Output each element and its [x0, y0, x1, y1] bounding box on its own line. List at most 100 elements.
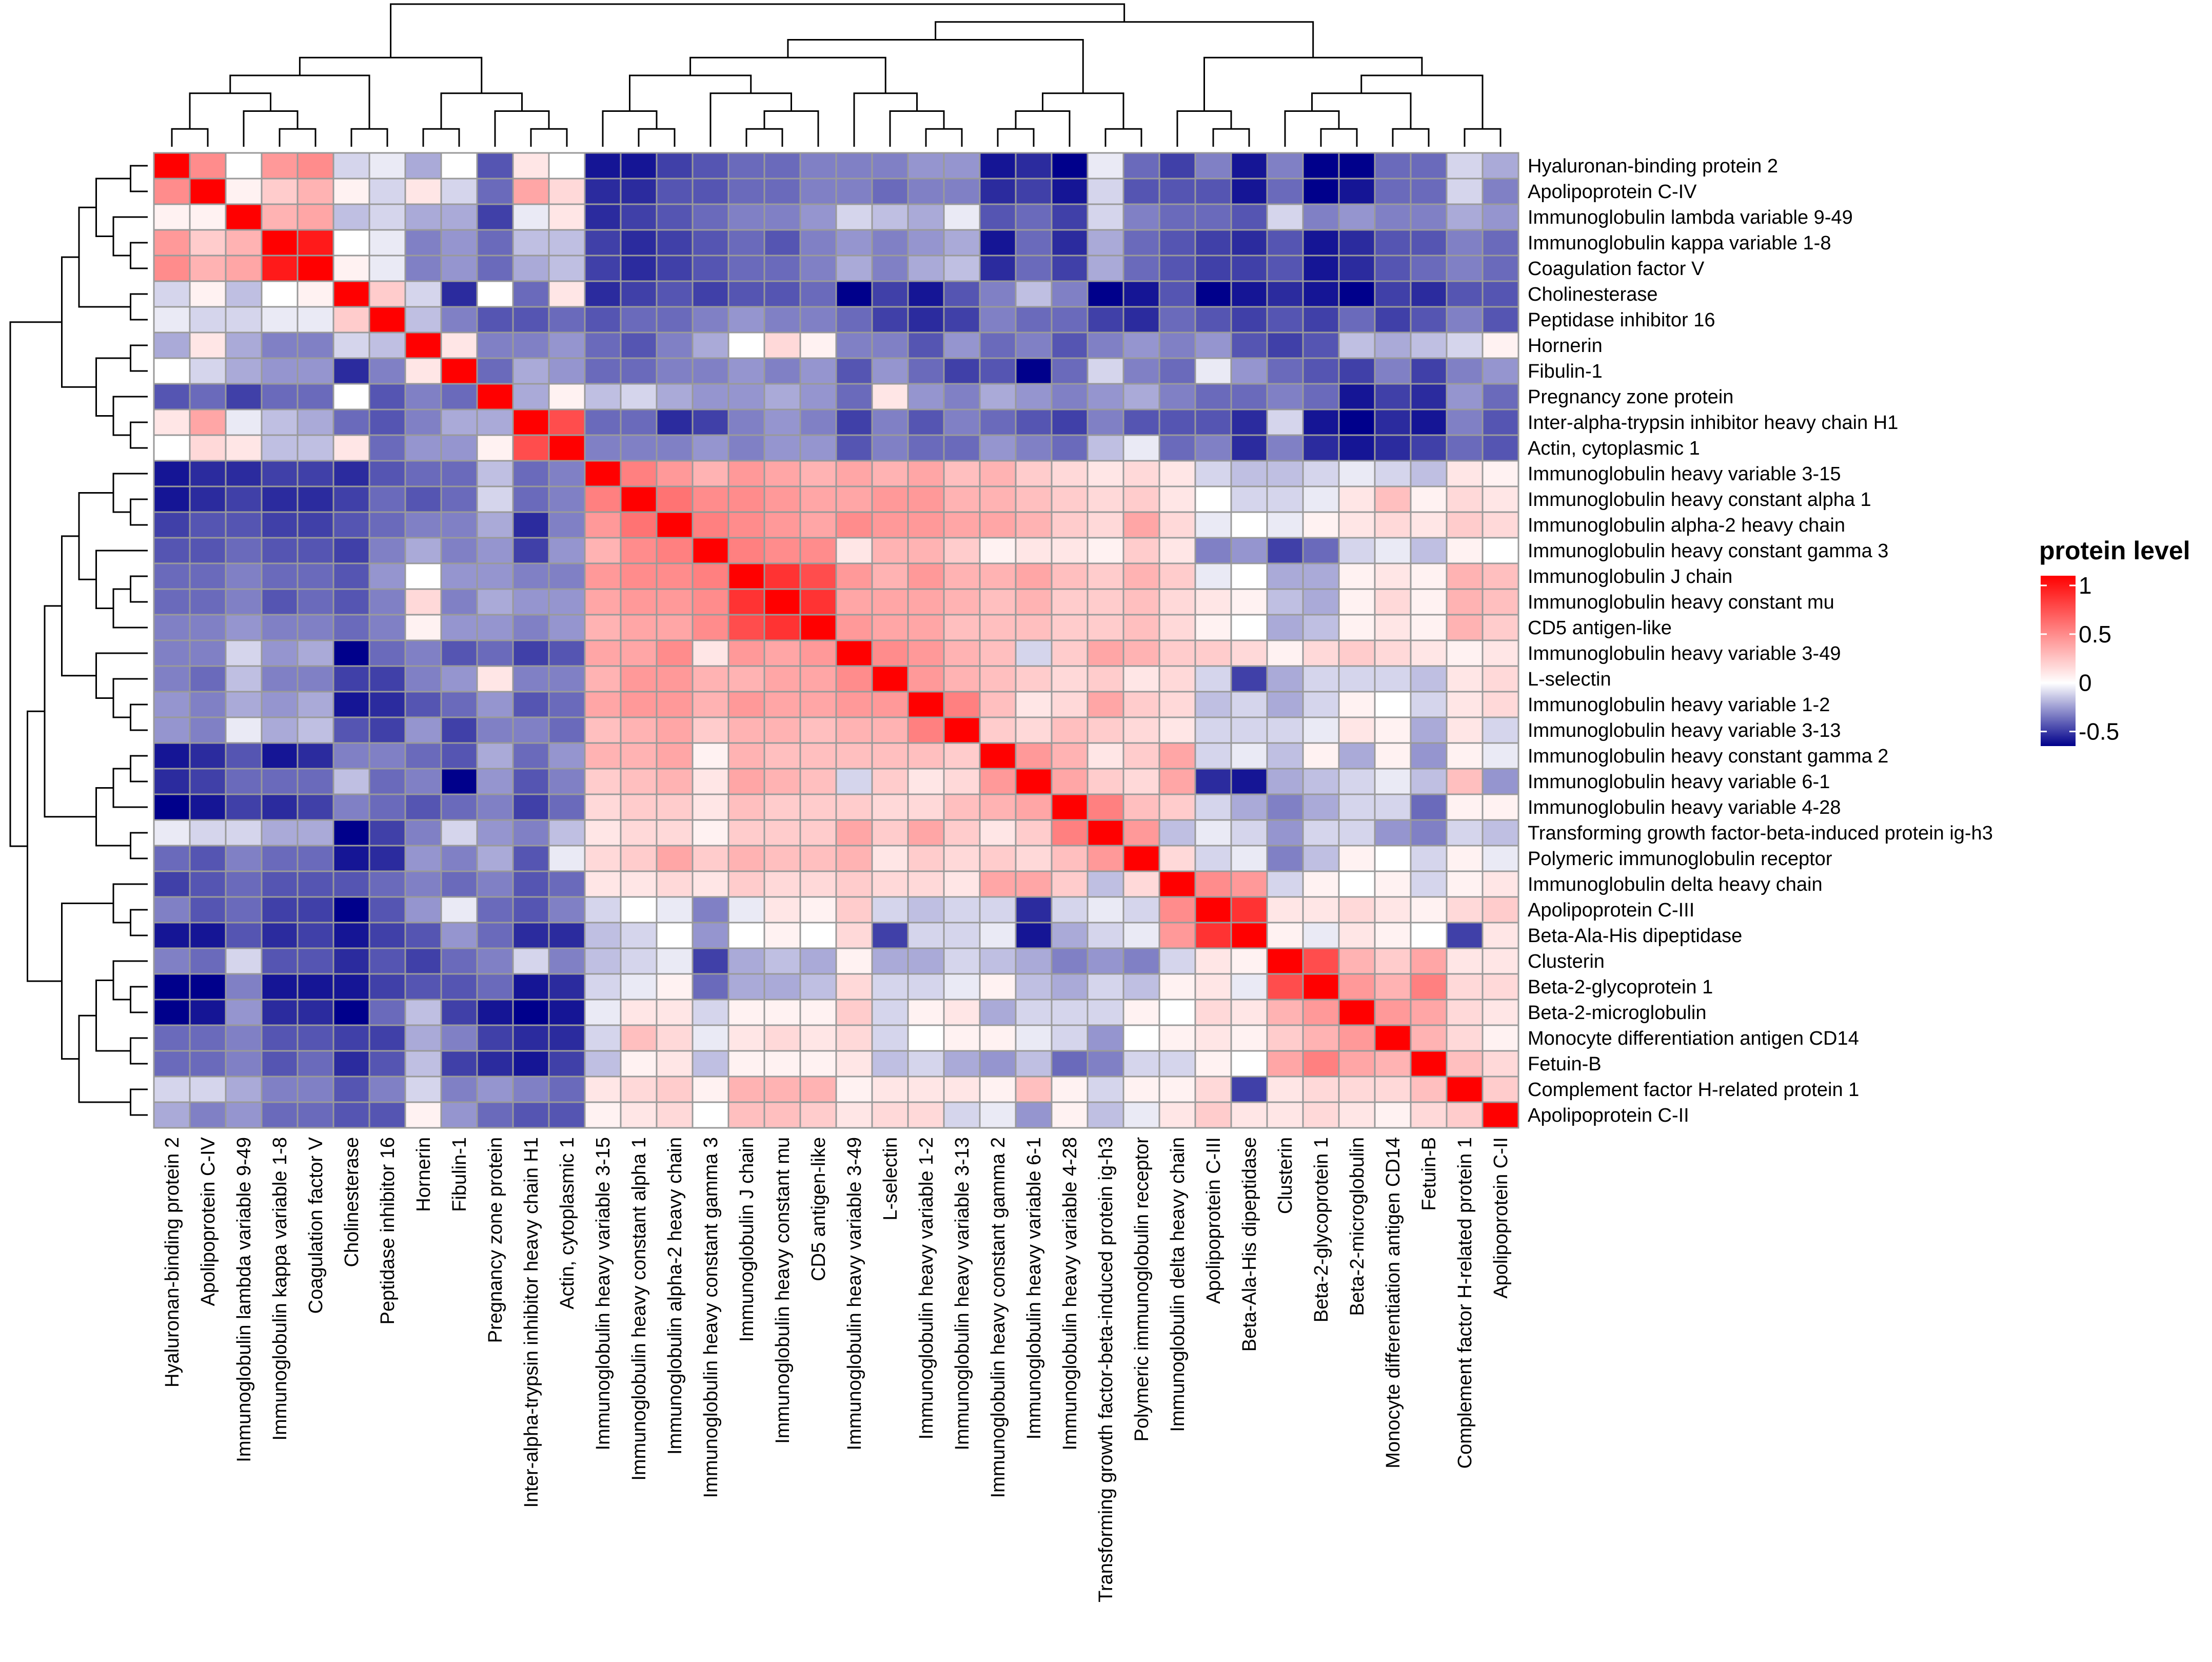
heatmap-cell: [799, 922, 837, 949]
heatmap-cell: [1266, 562, 1304, 590]
heatmap-cell: [871, 691, 909, 718]
heatmap-cell: [1015, 845, 1053, 872]
heatmap-cell: [153, 999, 191, 1026]
heatmap-cell: [225, 152, 263, 180]
heatmap-cell: [1194, 691, 1232, 718]
heatmap-cell: [476, 665, 514, 693]
heatmap-cell: [1266, 306, 1304, 334]
heatmap-cell: [1482, 1076, 1519, 1103]
heatmap-cell: [261, 845, 299, 872]
heatmap-cell: [368, 306, 406, 334]
heatmap-cell: [799, 511, 837, 539]
heatmap-cell: [943, 819, 981, 847]
heatmap-cell: [1015, 1050, 1053, 1078]
heatmap-cell: [1230, 793, 1268, 821]
column-label: Immunoglobulin heavy variable 1-2: [916, 1137, 937, 1439]
heatmap-cell: [1482, 306, 1519, 334]
heatmap-cell: [189, 742, 227, 770]
heatmap-cell: [297, 460, 334, 487]
heatmap-cell: [548, 511, 586, 539]
heatmap-cell: [871, 639, 909, 667]
heatmap-cell: [512, 357, 550, 385]
heatmap-cell: [1410, 793, 1448, 821]
heatmap-cell: [620, 922, 658, 949]
heatmap-cell: [153, 408, 191, 436]
heatmap-cell: [692, 665, 729, 693]
heatmap-cell: [225, 537, 263, 564]
column-label: Immunoglobulin heavy constant mu: [772, 1137, 794, 1444]
heatmap-cell: [1230, 178, 1268, 205]
heatmap-cell: [692, 255, 729, 282]
heatmap-cell: [1374, 306, 1412, 334]
heatmap-cell: [548, 357, 586, 385]
heatmap-cell: [1015, 639, 1053, 667]
heatmap-cell: [548, 280, 586, 308]
heatmap-cell: [1482, 1024, 1519, 1052]
heatmap-cell: [548, 845, 586, 872]
heatmap-cell: [1194, 306, 1232, 334]
heatmap-cell: [1374, 434, 1412, 462]
heatmap-cell: [1338, 434, 1376, 462]
heatmap-cell: [620, 716, 658, 744]
heatmap-cell: [1482, 1101, 1519, 1129]
heatmap-cell: [225, 434, 263, 462]
row-label: Immunoglobulin heavy variable 4-28: [1528, 797, 1841, 818]
row-dendrogram-branch: [130, 344, 148, 372]
heatmap-cell: [907, 537, 945, 564]
heatmap-cell: [225, 511, 263, 539]
heatmap-cell: [225, 870, 263, 898]
heatmap-cell: [1230, 896, 1268, 924]
row-label: Actin, cytoplasmic 1: [1528, 438, 1700, 459]
heatmap-cell: [1015, 485, 1053, 513]
heatmap-cell: [943, 742, 981, 770]
heatmap-cell: [404, 999, 442, 1026]
heatmap-cell: [1051, 511, 1089, 539]
heatmap-cell: [1374, 511, 1412, 539]
heatmap-cell: [871, 742, 909, 770]
heatmap-cell: [871, 408, 909, 436]
heatmap-cell: [153, 588, 191, 616]
heatmap-cell: [1015, 973, 1053, 1001]
heatmap-cell: [943, 691, 981, 718]
heatmap-cell: [548, 973, 586, 1001]
heatmap-cell: [1338, 1050, 1376, 1078]
heatmap-cell: [512, 1050, 550, 1078]
heatmap-cell: [1230, 691, 1268, 718]
heatmap-cell: [1194, 229, 1232, 257]
heatmap-cell: [1302, 922, 1340, 949]
heatmap-cell: [907, 922, 945, 949]
heatmap-cell: [763, 896, 801, 924]
heatmap-cell: [1087, 255, 1124, 282]
heatmap-cell: [1194, 896, 1232, 924]
heatmap-cell: [225, 742, 263, 770]
heatmap-cell: [332, 614, 370, 641]
heatmap-cell: [368, 229, 406, 257]
heatmap-cell: [548, 614, 586, 641]
heatmap-cell: [979, 511, 1017, 539]
heatmap-cell: [548, 999, 586, 1026]
heatmap-cell: [620, 691, 658, 718]
heatmap-cell: [835, 947, 873, 975]
heatmap-cell: [1266, 255, 1304, 282]
heatmap-cell: [297, 1076, 334, 1103]
heatmap-cell: [476, 896, 514, 924]
heatmap-cell: [189, 947, 227, 975]
heatmap-cell: [727, 178, 765, 205]
column-label: CD5 antigen-like: [808, 1137, 830, 1281]
heatmap-cell: [189, 999, 227, 1026]
heatmap-cell: [763, 947, 801, 975]
heatmap-cell: [1446, 614, 1484, 641]
heatmap-cell: [225, 1050, 263, 1078]
heatmap-cell: [799, 870, 837, 898]
heatmap-cell: [656, 870, 694, 898]
heatmap-cell: [1122, 383, 1160, 410]
heatmap-cell: [189, 614, 227, 641]
heatmap-cell: [943, 460, 981, 487]
heatmap-cell: [1338, 562, 1376, 590]
heatmap-cell: [1051, 485, 1089, 513]
heatmap-cell: [656, 614, 694, 641]
heatmap-cell: [692, 357, 729, 385]
heatmap-cell: [799, 691, 837, 718]
heatmap-cell: [368, 537, 406, 564]
heatmap-cell: [1446, 229, 1484, 257]
